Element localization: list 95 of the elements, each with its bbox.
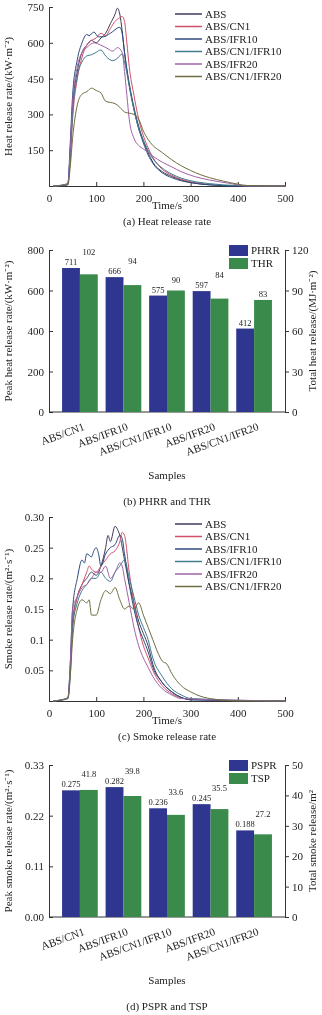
legend-label: PSPR	[251, 758, 278, 771]
data-label: 41.8	[81, 769, 97, 780]
data-label: 0.236	[148, 797, 168, 808]
legend-label: ABS	[205, 7, 227, 20]
y-tick-label: 0.15	[24, 603, 45, 616]
y-tick-label: 800	[27, 244, 45, 257]
x-tick-label: 200	[135, 191, 153, 204]
y-tick-label: 0	[38, 406, 45, 419]
y2-axis-title: Total smoke release/m²	[306, 789, 318, 893]
legend-label: TSP	[251, 771, 270, 784]
legend-label: ABS	[205, 517, 227, 530]
data-label: 27.2	[255, 809, 271, 820]
text: (b) PHRR and THR	[123, 495, 212, 508]
legend-label: ABS/IFR20	[205, 57, 259, 70]
data-label: 102	[82, 247, 96, 258]
legend-label: ABS/IFR10	[205, 542, 259, 555]
y2-tick-label: 120	[292, 244, 309, 257]
y2-tick-label: 60	[292, 325, 304, 338]
data-label: 84	[215, 270, 225, 281]
y2-tick-label: 20	[292, 850, 304, 863]
data-label: 0.282	[104, 776, 125, 787]
y2-tick-label: 0	[292, 911, 298, 924]
y2-tick-label: 30	[292, 819, 304, 832]
y2-axis-title: Total heat release/(MJ·m⁻²)	[306, 270, 319, 392]
line-series	[71, 531, 182, 699]
x-axis-title: Samples	[148, 974, 186, 986]
legend-label: ABS/IFR20	[205, 567, 259, 580]
line-series	[53, 87, 286, 187]
x-tick-label: 200	[135, 706, 153, 719]
legend-label: ABS/IFR10	[205, 32, 259, 45]
legend-label: ABS/CN1/IFR20	[205, 70, 282, 83]
y-tick-label: 0.33	[24, 759, 45, 772]
x-axis-title: Time/s	[151, 714, 183, 726]
y-tick-label: 0.1	[30, 633, 44, 646]
y2-tick-label: 0	[292, 406, 298, 419]
y2-tick-label: 30	[292, 365, 304, 378]
legend-label: PHRR	[251, 243, 281, 256]
legend-label: ABS/CN1	[205, 530, 251, 543]
data-label: 94	[128, 256, 138, 267]
x-tick-label: 100	[88, 191, 106, 204]
y-tick-label: 750	[27, 1, 45, 14]
y-tick-label: 600	[27, 36, 45, 49]
y2-tick-label: 50	[292, 759, 304, 772]
y-tick-label: 0.11	[25, 860, 44, 873]
y-tick-label: 400	[27, 325, 45, 338]
x-tick-label: 500	[277, 191, 295, 204]
x-tick-label: 300	[182, 191, 200, 204]
x-axis-title: Samples	[148, 469, 186, 481]
x-tick-label: 0	[46, 706, 53, 719]
x-tick-label: 400	[230, 706, 248, 719]
data-label: 575	[151, 284, 165, 295]
y-axis-title: Peak heat release rate/(kW·m⁻²)	[2, 260, 15, 402]
x-tick-label: 300	[182, 706, 200, 719]
legend-label: ABS/CN1/IFR20	[205, 580, 282, 593]
y2-tick-label: 40	[292, 789, 304, 802]
y-tick-label: 0.22	[24, 809, 44, 822]
y-tick-label: 200	[27, 365, 45, 378]
data-label: 90	[171, 274, 181, 285]
data-label: 0.245	[192, 793, 212, 804]
data-label: 0.275	[61, 779, 81, 790]
y-tick-label: 0.00	[24, 911, 45, 924]
y-axis-title: Smoke release rate/(m²·s⁻¹)	[2, 548, 15, 670]
y-tick-label: 600	[27, 284, 45, 297]
data-label: 597	[195, 280, 208, 291]
text: (c) Smoke release rate	[117, 730, 217, 743]
x-tick-label: 100	[88, 706, 106, 719]
x-tick-label: 500	[277, 706, 295, 719]
legend-label: ABS/CN1/IFR10	[205, 555, 282, 568]
y2-tick-label: 10	[292, 880, 304, 893]
data-label: 0.188	[235, 819, 255, 830]
y-tick-label: 450	[27, 72, 45, 85]
y-tick-label: 0.2	[30, 572, 44, 585]
legend-label: ABS/CN1/IFR10	[205, 45, 282, 58]
x-tick-label: 400	[230, 191, 248, 204]
y-tick-label: 150	[27, 144, 45, 157]
data-label: 35.5	[212, 783, 227, 794]
y-tick-label: 0.30	[24, 511, 45, 524]
data-label: 39.8	[124, 766, 140, 777]
legend-label: THR	[251, 256, 274, 269]
data-label: 711	[64, 257, 78, 268]
y-tick-label: 0.25	[24, 541, 45, 554]
legend-label: ABS/CN1	[205, 20, 251, 33]
y-tick-label: 300	[27, 108, 45, 121]
data-label: 666	[108, 266, 121, 277]
data-label: 33.6	[168, 787, 184, 798]
y-axis-title: Peak smoke release rate/(m²·s⁻¹)	[2, 769, 15, 913]
y-tick-label: 0.05	[24, 664, 45, 677]
data-label: 83	[258, 288, 268, 299]
text: (a) Heat release rate	[122, 215, 212, 228]
x-tick-label: 0	[46, 191, 53, 204]
text: (d) PSPR and TSP	[126, 1000, 208, 1013]
y-axis-title: Heat release rate/(kW·m⁻²)	[2, 36, 15, 157]
y2-tick-label: 90	[292, 284, 304, 297]
x-axis-title: Time/s	[151, 199, 183, 211]
data-label: 412	[238, 317, 252, 328]
